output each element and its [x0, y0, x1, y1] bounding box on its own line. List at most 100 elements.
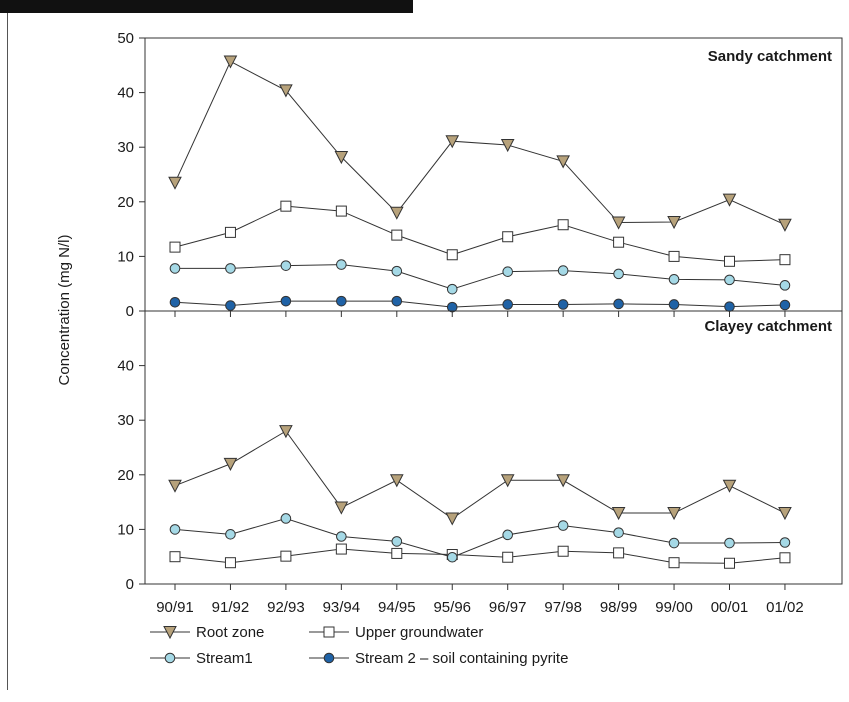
data-point-upper-groundwater [280, 200, 292, 212]
data-point-stream-2-soil-containing-pyrite [613, 298, 624, 310]
series-line-stream1 [174, 517, 785, 558]
x-tick-label: 91/92 [212, 599, 250, 616]
data-point-root-zone [445, 512, 460, 526]
data-point-root-zone [445, 135, 460, 149]
data-point-stream1 [502, 266, 514, 277]
x-tick-label: 90/91 [156, 599, 194, 616]
data-point-stream1 [724, 274, 735, 286]
data-point-upper-groundwater [557, 219, 569, 231]
data-point-stream1 [779, 537, 791, 548]
y-tick-label: 30 [117, 139, 134, 156]
data-point-upper-groundwater [335, 543, 347, 555]
data-point-stream1 [391, 536, 403, 547]
sandy-panel-title: Sandy catchment [708, 48, 832, 65]
legend-label-stream1: Stream1 [196, 650, 253, 667]
data-point-root-zone [722, 479, 737, 493]
data-point-upper-groundwater [724, 557, 735, 569]
series-line-stream1 [175, 264, 785, 290]
data-point-root-zone [667, 216, 681, 230]
data-point-upper-groundwater [169, 551, 181, 563]
clayey-catchment-panel: Clayey catchment 0 10 20 30 40 90/91 91/92 92/9… [117, 310, 843, 616]
sandy-catchment-panel: Sandy catchment 0 10 20 30 40 50 [117, 30, 843, 320]
data-point-stream1 [225, 529, 236, 540]
data-point-root-zone [500, 139, 515, 153]
y-tick-label: 20 [117, 467, 134, 484]
data-point-root-zone [611, 507, 626, 521]
y-tick-label: 10 [117, 521, 134, 538]
data-point-root-zone [556, 474, 570, 488]
y-tick-label: 40 [117, 358, 134, 375]
x-tick-label: 92/93 [267, 599, 305, 616]
y-tick-label: 10 [117, 248, 134, 265]
x-tick-label: 01/02 [766, 599, 804, 616]
data-point-root-zone [778, 507, 792, 521]
legend-marker-stream1 [164, 652, 176, 664]
data-point-root-zone [334, 151, 349, 165]
data-point-stream-2-soil-containing-pyrite [724, 301, 735, 312]
data-point-upper-groundwater [613, 236, 625, 248]
data-point-upper-groundwater [224, 226, 236, 238]
x-tick-label: 99/00 [655, 599, 693, 616]
data-point-upper-groundwater [502, 231, 514, 243]
data-point-stream-2-soil-containing-pyrite [391, 295, 403, 307]
series-line-upper-groundwater [174, 548, 785, 564]
legend-marker-stream-2-soil-containing-pyrite [323, 652, 335, 664]
data-point-stream1 [446, 283, 458, 295]
x-tick-label: 94/95 [378, 599, 416, 616]
data-point-root-zone [279, 425, 293, 439]
data-point-stream1 [557, 265, 569, 276]
data-point-stream-2-soil-containing-pyrite [779, 299, 791, 311]
data-point-root-zone [556, 155, 570, 169]
data-point-root-zone [279, 84, 293, 98]
header-bar [0, 0, 413, 13]
data-point-root-zone [722, 193, 737, 207]
data-point-upper-groundwater [169, 241, 181, 253]
data-point-stream1 [779, 280, 791, 291]
data-point-upper-groundwater [502, 551, 514, 563]
data-point-upper-groundwater [724, 255, 735, 267]
data-point-root-zone [500, 474, 515, 488]
data-point-upper-groundwater [779, 552, 791, 564]
plot-frame [144, 37, 843, 312]
data-point-root-zone [611, 216, 626, 230]
data-point-stream-2-soil-containing-pyrite [446, 301, 458, 313]
data-point-root-zone [168, 479, 182, 493]
data-point-stream1 [502, 529, 514, 541]
data-point-stream1 [668, 537, 680, 549]
data-point-upper-groundwater [391, 229, 403, 241]
data-point-upper-groundwater [446, 249, 458, 261]
data-point-stream1 [613, 268, 624, 280]
series-line-root-zone [174, 60, 786, 226]
data-point-root-zone [389, 474, 404, 488]
series-line-stream-2-soil-containing-pyrite [174, 300, 785, 308]
x-tick-label: 97/98 [544, 599, 582, 616]
y-tick-label: 0 [126, 303, 134, 320]
data-point-stream-2-soil-containing-pyrite [280, 295, 292, 307]
legend: Root zone Upper groundwater Stream1 Stre… [150, 624, 568, 667]
data-point-stream1 [169, 263, 181, 274]
data-point-root-zone [223, 55, 238, 69]
data-point-stream-2-soil-containing-pyrite [557, 299, 569, 310]
y-tick-label: 20 [117, 194, 134, 211]
y-tick-label: 30 [117, 412, 134, 429]
data-point-stream1 [336, 531, 347, 542]
y-tick-label: 50 [117, 30, 134, 47]
data-point-upper-groundwater [779, 254, 791, 266]
data-point-stream1 [169, 524, 181, 535]
x-tick-label: 95/96 [433, 599, 471, 616]
series-line-upper-groundwater [174, 205, 785, 262]
y-axis-title: Concentration (mg N/l) [56, 235, 73, 386]
data-point-root-zone [168, 176, 182, 190]
clayey-panel-title: Clayey catchment [704, 318, 832, 335]
plot-frame [144, 310, 843, 585]
legend-label-stream2: Stream 2 – soil containing pyrite [355, 650, 568, 667]
data-point-stream1 [557, 520, 569, 531]
series-line-root-zone [174, 430, 786, 520]
data-point-stream1 [613, 527, 624, 538]
data-point-upper-groundwater [668, 250, 680, 262]
data-point-root-zone [223, 457, 238, 471]
data-point-stream1 [336, 259, 347, 270]
data-point-stream-2-soil-containing-pyrite [169, 296, 181, 308]
legend-label-root-zone: Root zone [196, 624, 264, 641]
